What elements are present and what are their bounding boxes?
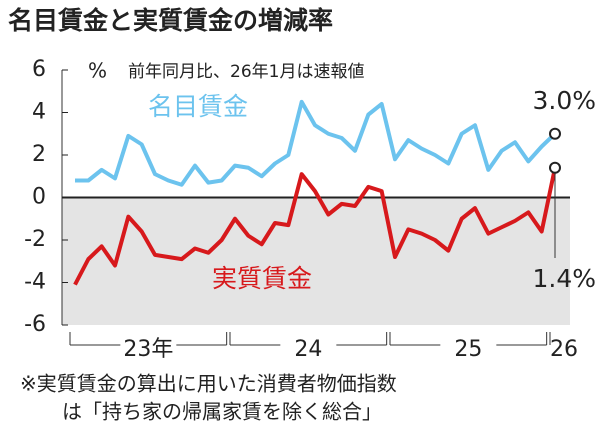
series-line [73,167,557,286]
y-tick-label: 4 [32,100,46,125]
y-tick-label: -2 [24,227,46,252]
y-tick-label: 2 [32,142,46,167]
y-unit: % [88,59,107,83]
y-tick-label: -6 [24,312,46,337]
series-label: 名目賃金 [148,92,248,121]
end-marker [549,127,561,140]
y-tick-label: 6 [32,57,46,82]
y-tick-label: 0 [32,185,46,210]
footnote: は「持ち家の帰属家賃を除く総合」 [62,400,382,424]
negative-area [62,197,570,325]
series-line [75,99,557,187]
value-label: 3.0% [532,86,596,115]
chart-subtitle: 前年同月比、26年1月は速報値 [128,62,364,82]
footnote: ※実質賃金の算出に用いた消費者物価指数 [20,372,397,396]
y-tick-label: -4 [24,270,46,295]
x-group-label: 25 [454,337,482,362]
x-group-label: 23年 [123,337,173,362]
value-label: 1.4% [532,264,596,293]
x-group-label: 24 [294,337,322,362]
x-group-label: 26 [550,337,578,362]
end-marker [549,161,561,174]
chart-title: 名目賃金と実質賃金の増減率 [8,6,333,35]
series-label: 実質賃金 [212,264,312,293]
